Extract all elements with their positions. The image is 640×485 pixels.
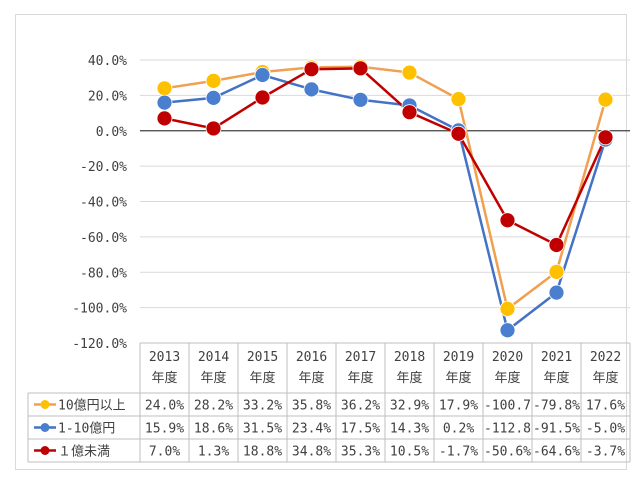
data-point [205,89,222,106]
x-tick-label-unit: 年度 [249,370,275,386]
data-label: 1.3% [198,445,229,460]
data-label: 34.8% [292,445,331,460]
data-point [548,237,565,253]
data-label: 17.9% [439,399,478,414]
data-label: 28.2% [194,399,233,414]
data-point [401,64,418,81]
x-tick-label-year: 2016 [296,350,327,365]
data-label: 14.3% [390,422,429,437]
data-label: -5.0% [586,422,625,437]
data-label: 18.8% [243,445,282,460]
data-point [450,125,467,142]
x-tick-label-year: 2018 [394,350,425,365]
data-label: 10.5% [390,445,429,460]
data-point [450,91,467,107]
data-label: 24.0% [145,399,184,414]
y-tick-label: -120.0% [72,337,127,352]
legend-label: １億未満 [58,444,110,460]
x-tick-label-unit: 年度 [396,370,422,386]
y-tick-label: -80.0% [80,266,127,281]
data-point [156,80,173,97]
x-tick-label-year: 2019 [443,350,474,365]
data-point [352,60,369,77]
data-point [254,67,271,83]
x-tick-label-year: 2020 [492,350,523,365]
x-tick-label-unit: 年度 [445,370,471,386]
legend-marker [40,446,50,455]
legend-label: 1-10億円 [58,421,115,437]
data-point [156,94,173,111]
legend-marker [40,423,50,432]
data-point [499,322,516,339]
data-point [548,284,565,301]
x-tick-label-year: 2017 [345,350,376,365]
x-tick-label-unit: 年度 [200,370,226,386]
x-tick-label-unit: 年度 [494,370,520,386]
y-tick-label: 0.0% [96,125,127,140]
data-label: -100.7 [484,399,531,414]
x-tick-label-year: 2014 [198,350,229,365]
x-tick-label-unit: 年度 [592,370,618,386]
data-label: 33.2% [243,399,282,414]
data-point [548,263,565,280]
y-tick-label: -100.0% [72,302,127,317]
series-line [164,67,607,247]
data-point [401,104,418,121]
data-label: 31.5% [243,422,282,437]
data-label: 17.5% [341,422,380,437]
y-tick-label: -60.0% [80,231,127,246]
data-label: 15.9% [145,422,184,437]
data-point [303,61,320,78]
x-tick-label-year: 2021 [541,350,572,365]
data-label: 18.6% [194,422,233,437]
data-point [499,300,516,317]
y-tick-label: 20.0% [88,89,127,104]
series-line [164,65,607,311]
data-point [303,81,320,98]
data-point [597,91,614,108]
legend-marker [40,400,50,409]
data-point [156,110,173,127]
data-label: 7.0% [149,445,180,460]
data-label: 32.9% [390,399,429,414]
data-point [352,91,369,108]
y-tick-label: 40.0% [88,54,127,69]
x-tick-label-unit: 年度 [347,370,373,386]
data-label: -1.7% [439,445,478,460]
legend-label: 10億円以上 [58,398,126,414]
data-label: -112.8 [484,422,531,437]
data-label: -79.8% [533,399,580,414]
data-label: -3.7% [586,445,625,460]
y-tick-label: -40.0% [80,196,127,211]
data-label: -64.6% [533,445,580,460]
series-line [164,73,607,332]
data-label: 17.6% [586,399,625,414]
chart-frame [15,14,627,470]
data-point [205,120,222,137]
x-tick-label-year: 2013 [149,350,180,365]
data-label: 35.8% [292,399,331,414]
x-tick-label-unit: 年度 [298,370,324,386]
x-tick-label-unit: 年度 [543,370,569,386]
data-point [597,129,614,146]
x-tick-label-unit: 年度 [151,370,177,386]
data-label: -50.6% [484,445,531,460]
data-label: 36.2% [341,399,380,414]
x-tick-label-year: 2015 [247,350,278,365]
y-tick-label: -20.0% [80,160,127,175]
data-point [499,212,516,229]
x-tick-label-year: 2022 [590,350,621,365]
data-point [205,72,222,89]
data-label: 23.4% [292,422,331,437]
data-label: 0.2% [443,422,474,437]
data-point [254,89,271,106]
data-label: 35.3% [341,445,380,460]
data-label: -91.5% [533,422,580,437]
